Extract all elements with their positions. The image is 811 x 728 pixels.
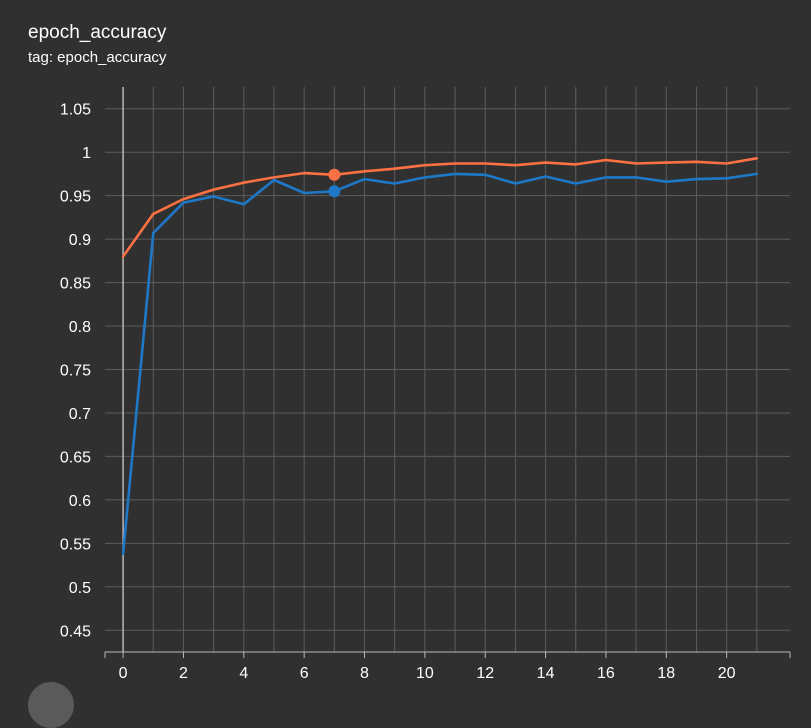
x-tick-label: 14	[537, 665, 555, 682]
grid-layer	[105, 87, 790, 652]
y-tick-label: 0.6	[69, 493, 91, 510]
y-tick-label: 0.65	[60, 449, 91, 466]
axis-layer: 0.45 0.5 0.55 0.6 0.65 0.7 0.75 0.8 0.85 0.9 0.95 1…	[60, 87, 791, 682]
series-point-marker-2	[328, 185, 341, 198]
y-tick-label: 0.75	[60, 363, 91, 380]
x-tick-label: 0	[119, 665, 128, 682]
x-tick-label: 8	[360, 665, 369, 682]
y-tick-label: 0.7	[69, 406, 91, 423]
marker-layer	[328, 168, 341, 198]
series-layer	[121, 157, 759, 556]
chart-title: epoch_accuracy	[28, 22, 167, 43]
x-tick-label: 10	[416, 665, 434, 682]
chart-subtitle: tag: epoch_accuracy	[28, 49, 167, 66]
y-tick-label: 0.8	[69, 319, 91, 336]
y-tick-label: 0.45	[60, 623, 91, 640]
line-chart[interactable]: 0.45 0.5 0.55 0.6 0.65 0.7 0.75 0.8 0.85 0.9 0.95 1…	[0, 0, 811, 693]
x-tick-label: 4	[239, 665, 248, 682]
y-tick-label: 0.55	[60, 536, 91, 553]
x-tick-label: 18	[657, 665, 675, 682]
series-line-2	[121, 172, 759, 556]
x-tick-label: 20	[718, 665, 736, 682]
y-tick-label: 1.05	[60, 102, 91, 119]
y-tick-label: 0.9	[69, 232, 91, 249]
series-line-1	[121, 157, 759, 258]
y-tick-label: 0.95	[60, 189, 91, 206]
x-tick-label: 12	[476, 665, 494, 682]
x-tick-label: 6	[300, 665, 309, 682]
avatar[interactable]	[28, 682, 74, 728]
x-tick-label: 2	[179, 665, 188, 682]
x-tick-label: 16	[597, 665, 615, 682]
series-point-marker-1	[328, 168, 341, 181]
y-tick-label: 0.85	[60, 276, 91, 293]
y-tick-label: 1	[82, 145, 91, 162]
y-tick-label: 0.5	[69, 580, 91, 597]
